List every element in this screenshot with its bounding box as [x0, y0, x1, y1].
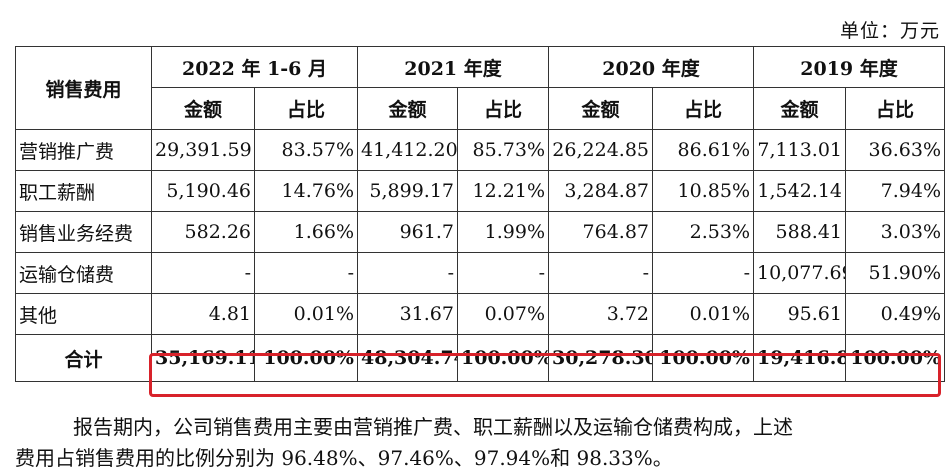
period-header: 2020 年度: [548, 46, 754, 88]
sales-expense-table: 销售费用 2022 年 1-6 月 2021 年度 2020 年度 2019 年…: [15, 46, 945, 382]
amount-cell: 5,899.17: [357, 170, 458, 212]
table-row: 运输仓储费 - - - - - - 10,077.69 51.90%: [15, 252, 945, 294]
header-row-periods: 销售费用 2022 年 1-6 月 2021 年度 2020 年度 2019 年…: [15, 46, 945, 130]
total-amount-cell: 19,416.86: [753, 334, 846, 382]
row-label: 其他: [15, 293, 152, 335]
ratio-cell: 36.63%: [845, 129, 945, 171]
amount-cell: 961.7: [357, 211, 458, 253]
table-row: 职工薪酬 5,190.46 14.76% 5,899.17 12.21% 3,2…: [15, 170, 945, 212]
total-ratio-cell: 100.00%: [254, 334, 358, 382]
ratio-header: 占比: [254, 87, 358, 130]
ratio-cell: 51.90%: [845, 252, 945, 294]
total-amount-cell: 35,169.11: [151, 334, 255, 382]
ratio-cell: 1.99%: [457, 211, 549, 253]
amount-cell: 5,190.46: [151, 170, 255, 212]
ratio-cell: -: [652, 252, 754, 294]
ratio-cell: 10.85%: [652, 170, 754, 212]
amount-cell: -: [357, 252, 458, 294]
amount-cell: 7,113.01: [753, 129, 846, 171]
amount-cell: 31.67: [357, 293, 458, 335]
ratio-cell: 14.76%: [254, 170, 358, 212]
ratio-cell: 0.01%: [652, 293, 754, 335]
amount-cell: -: [548, 252, 653, 294]
header-row-columns: 金额 占比 金额 占比 金额 占比 金额 占比: [16, 87, 945, 130]
ratio-cell: 2.53%: [652, 211, 754, 253]
amount-cell: -: [151, 252, 255, 294]
table-row: 销售业务经费 582.26 1.66% 961.7 1.99% 764.87 2…: [15, 211, 945, 253]
ratio-cell: 7.94%: [845, 170, 945, 212]
total-row: 合计 35,169.11 100.00% 48,304.74 100.00% 3…: [15, 334, 945, 382]
amount-cell: 29,391.59: [151, 129, 255, 171]
ratio-cell: 3.03%: [845, 211, 945, 253]
ratio-cell: 0.49%: [845, 293, 945, 335]
amount-cell: 26,224.85: [548, 129, 653, 171]
amount-cell: 95.61: [753, 293, 846, 335]
amount-cell: 1,542.14: [753, 170, 846, 212]
amount-cell: 3.72: [548, 293, 653, 335]
amount-cell: 764.87: [548, 211, 653, 253]
amount-header: 金额: [753, 87, 846, 130]
ratio-cell: 85.73%: [457, 129, 549, 171]
period-header: 2019 年度: [753, 46, 945, 88]
amount-cell: 582.26: [151, 211, 255, 253]
ratio-header: 占比: [845, 87, 945, 130]
amount-cell: 588.41: [753, 211, 846, 253]
amount-cell: 41,412.20: [357, 129, 458, 171]
paragraph-line: 费用占销售费用的比例分别为 96.48%、97.46%、97.94%和 98.3…: [15, 446, 673, 470]
corner-header: 销售费用: [15, 46, 152, 130]
total-amount-cell: 48,304.74: [357, 334, 458, 382]
ratio-cell: 0.01%: [254, 293, 358, 335]
amount-header: 金额: [548, 87, 653, 130]
total-ratio-cell: 100.00%: [845, 334, 945, 382]
period-header: 2021 年度: [357, 46, 549, 88]
period-header: 2022 年 1-6 月: [151, 46, 358, 88]
row-label: 销售业务经费: [15, 211, 152, 253]
unit-label: 单位：万元: [839, 20, 940, 42]
ratio-cell: 0.07%: [457, 293, 549, 335]
row-label: 营销推广费: [15, 129, 152, 171]
amount-header: 金额: [151, 87, 255, 130]
ratio-cell: 86.61%: [652, 129, 754, 171]
table-row: 营销推广费 29,391.59 83.57% 41,412.20 85.73% …: [15, 129, 945, 171]
row-label: 职工薪酬: [15, 170, 152, 212]
amount-cell: 3,284.87: [548, 170, 653, 212]
ratio-header: 占比: [652, 87, 754, 130]
ratio-cell: -: [254, 252, 358, 294]
amount-cell: 10,077.69: [753, 252, 846, 294]
ratio-cell: 12.21%: [457, 170, 549, 212]
amount-header: 金额: [357, 87, 458, 130]
ratio-header: 占比: [457, 87, 549, 130]
total-amount-cell: 30,278.30: [548, 334, 653, 382]
total-ratio-cell: 100.00%: [457, 334, 549, 382]
row-label: 运输仓储费: [15, 252, 152, 294]
ratio-cell: -: [457, 252, 549, 294]
ratio-cell: 1.66%: [254, 211, 358, 253]
amount-cell: 4.81: [151, 293, 255, 335]
paragraph-line: 报告期内，公司销售费用主要由营销推广费、职工薪酬以及运输仓储费构成，上述: [73, 415, 793, 439]
ratio-cell: 83.57%: [254, 129, 358, 171]
table-row: 其他 4.81 0.01% 31.67 0.07% 3.72 0.01% 95.…: [15, 293, 945, 335]
total-label: 合计: [15, 334, 152, 382]
total-ratio-cell: 100.00%: [652, 334, 754, 382]
